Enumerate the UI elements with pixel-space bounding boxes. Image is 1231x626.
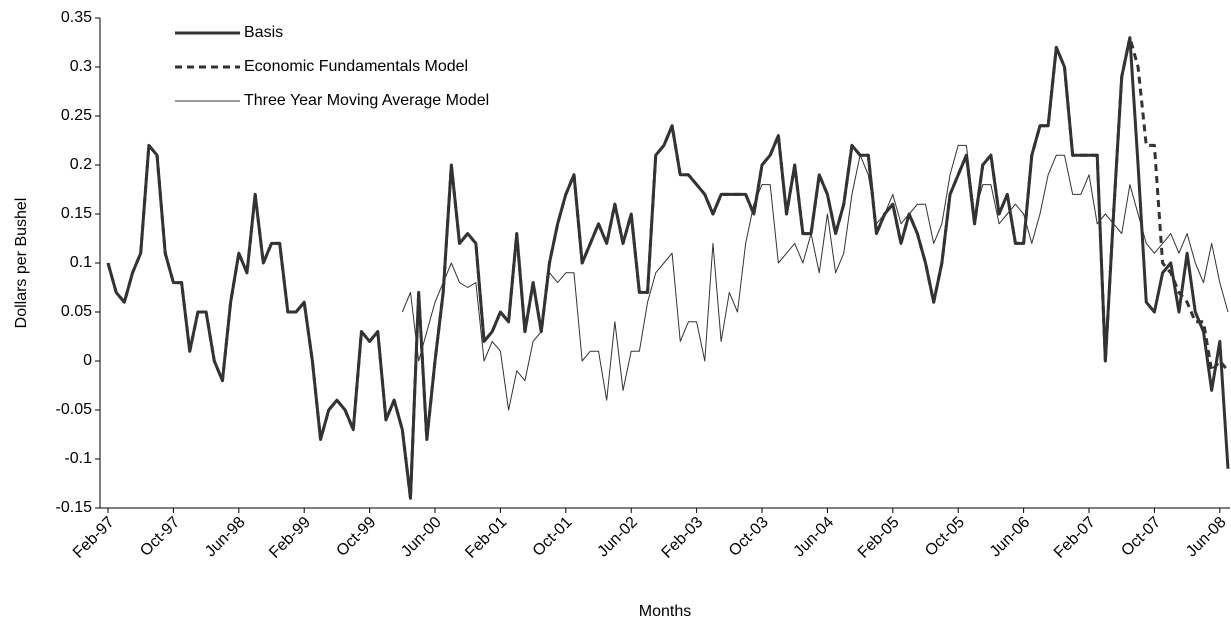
x-tick-label: Jun-98 bbox=[202, 514, 249, 561]
y-tick-label: 0.1 bbox=[70, 254, 92, 271]
x-tick-label: Jun-02 bbox=[594, 514, 641, 561]
y-tick-label: 0.25 bbox=[61, 107, 92, 124]
x-tick-label: Oct-97 bbox=[137, 514, 183, 560]
x-tick-label: Feb-03 bbox=[659, 514, 707, 562]
y-tick-label: -0.05 bbox=[56, 401, 93, 418]
y-tick-label: -0.15 bbox=[56, 499, 93, 516]
x-tick-label: Feb-01 bbox=[462, 514, 510, 562]
x-tick-label: Oct-99 bbox=[333, 514, 379, 560]
x-tick-label: Jun-06 bbox=[987, 514, 1034, 561]
x-tick-label: Feb-97 bbox=[70, 514, 118, 562]
x-tick-label: Feb-99 bbox=[266, 514, 314, 562]
series-line bbox=[401, 144, 1229, 411]
legend-label: Basis bbox=[244, 24, 283, 41]
y-tick-label: 0.2 bbox=[70, 156, 92, 173]
legend-label: Economic Fundamentals Model bbox=[244, 58, 468, 75]
x-tick-label: Feb-05 bbox=[855, 514, 903, 562]
x-axis-label: Months bbox=[639, 603, 691, 620]
x-tick-label: Oct-03 bbox=[726, 514, 772, 560]
legend-label: Three Year Moving Average Model bbox=[244, 92, 489, 109]
series-line bbox=[106, 36, 1230, 500]
y-tick-label: 0.05 bbox=[61, 303, 92, 320]
x-tick-label: Feb-07 bbox=[1051, 514, 1099, 562]
y-tick-label: 0.15 bbox=[61, 205, 92, 222]
y-tick-label: 0 bbox=[83, 352, 92, 369]
y-tick-label: 0.35 bbox=[61, 9, 92, 26]
y-axis-label: Dollars per Bushel bbox=[13, 198, 30, 329]
x-tick-label: Jun-08 bbox=[1183, 514, 1230, 561]
x-tick-label: Jun-00 bbox=[398, 514, 445, 561]
x-tick-label: Jun-04 bbox=[791, 514, 838, 561]
y-tick-label: -0.1 bbox=[64, 450, 92, 467]
x-tick-label: Oct-07 bbox=[1118, 514, 1164, 560]
x-tick-label: Oct-05 bbox=[922, 514, 968, 560]
y-tick-label: 0.3 bbox=[70, 58, 92, 75]
x-tick-label: Oct-01 bbox=[530, 514, 576, 560]
